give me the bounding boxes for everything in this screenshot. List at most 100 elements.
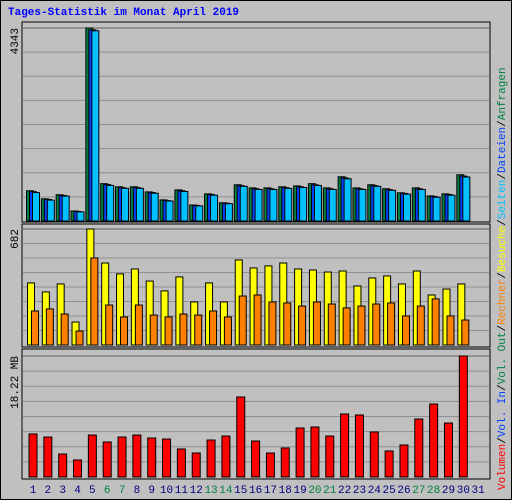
bar xyxy=(417,188,426,222)
legend-entry: Vol. Out xyxy=(497,332,509,385)
legend-entry: Anfragen xyxy=(497,67,509,120)
x-tick-label: 22 xyxy=(338,485,351,497)
bar xyxy=(120,316,129,346)
bar xyxy=(369,431,379,478)
bar xyxy=(32,192,40,222)
bar xyxy=(106,184,115,222)
x-tick-label: 15 xyxy=(234,485,247,497)
bar xyxy=(164,316,173,346)
bar xyxy=(312,301,321,346)
bar xyxy=(340,413,350,478)
bar xyxy=(194,314,203,346)
bar xyxy=(265,452,275,478)
bar xyxy=(372,303,381,346)
bar xyxy=(298,305,307,346)
legend-entry: Besuche xyxy=(497,226,509,272)
x-tick-label: 9 xyxy=(148,485,155,497)
bar xyxy=(402,193,411,222)
x-tick-label: 12 xyxy=(190,485,203,497)
x-tick-label: 20 xyxy=(308,485,321,497)
bar xyxy=(239,185,248,222)
bar xyxy=(176,448,186,478)
bar xyxy=(209,310,218,346)
bar xyxy=(165,200,174,222)
bar xyxy=(147,437,157,478)
legend: Volumen/Vol. In/Vol. Out/Rechner/Besuche… xyxy=(497,67,509,490)
bar xyxy=(268,301,277,346)
bar xyxy=(46,199,55,222)
bar xyxy=(358,188,367,222)
x-tick-label: 6 xyxy=(104,485,111,497)
x-tick-label: 11 xyxy=(175,485,189,497)
bar xyxy=(327,303,336,346)
bar xyxy=(399,444,409,478)
bar xyxy=(313,184,322,222)
x-tick-label: 25 xyxy=(383,485,396,497)
legend-entry: Dateien xyxy=(497,127,509,173)
bar xyxy=(416,305,425,346)
bar xyxy=(221,435,231,478)
bar xyxy=(458,355,468,478)
bar xyxy=(76,211,85,222)
legend-entry: Rechner xyxy=(497,279,509,325)
bar xyxy=(401,315,410,346)
x-tick-label: 4 xyxy=(74,485,81,497)
x-tick-label: 5 xyxy=(89,485,96,497)
bar xyxy=(342,307,351,346)
bar xyxy=(73,459,83,478)
bar xyxy=(461,319,470,346)
x-tick-label: 19 xyxy=(293,485,306,497)
bar xyxy=(387,302,396,346)
bar xyxy=(75,330,84,346)
y-tick-label: 4343 xyxy=(10,28,22,54)
bar xyxy=(384,450,394,478)
x-tick-label: 7 xyxy=(119,485,126,497)
bar xyxy=(224,203,233,222)
legend-separator: / xyxy=(497,437,509,444)
bar xyxy=(132,434,142,478)
bar xyxy=(343,178,352,222)
bar xyxy=(61,195,70,222)
x-tick-label: 8 xyxy=(134,485,141,497)
legend-entry: Seiten xyxy=(497,180,509,220)
bar xyxy=(223,316,232,346)
bar xyxy=(117,436,127,478)
bar xyxy=(295,427,305,478)
bar xyxy=(251,440,261,478)
x-tick-label: 2 xyxy=(45,485,52,497)
bar xyxy=(210,194,219,222)
x-tick-label: 18 xyxy=(279,485,292,497)
bar xyxy=(45,308,54,346)
bar xyxy=(31,310,39,346)
legend-separator: / xyxy=(497,325,509,332)
bar xyxy=(443,422,453,478)
bar xyxy=(357,305,366,346)
x-tick-label: 1 xyxy=(30,485,37,497)
bar xyxy=(354,414,364,478)
bar xyxy=(280,447,290,478)
bar xyxy=(191,452,201,478)
bar xyxy=(254,188,263,222)
x-tick-label: 13 xyxy=(204,485,217,497)
bar xyxy=(58,453,68,478)
bar xyxy=(328,188,337,222)
bar xyxy=(269,188,278,222)
x-tick-label: 27 xyxy=(412,485,425,497)
bar xyxy=(373,185,382,222)
bar xyxy=(121,187,130,222)
bar xyxy=(388,189,397,222)
bar xyxy=(102,441,112,478)
bar xyxy=(134,304,143,346)
bar xyxy=(446,315,455,346)
legend-entry: Vol. In xyxy=(497,391,509,437)
bar xyxy=(284,187,293,222)
y-tick-label: 18.22 MB xyxy=(10,356,22,409)
bar xyxy=(149,314,158,346)
legend-separator: / xyxy=(497,384,509,391)
x-tick-label: 29 xyxy=(442,485,455,497)
legend-separator: / xyxy=(497,219,509,226)
bar xyxy=(90,257,99,346)
y-tick-label: 682 xyxy=(10,229,22,249)
bar xyxy=(162,438,172,478)
x-tick-label: 30 xyxy=(457,485,470,497)
